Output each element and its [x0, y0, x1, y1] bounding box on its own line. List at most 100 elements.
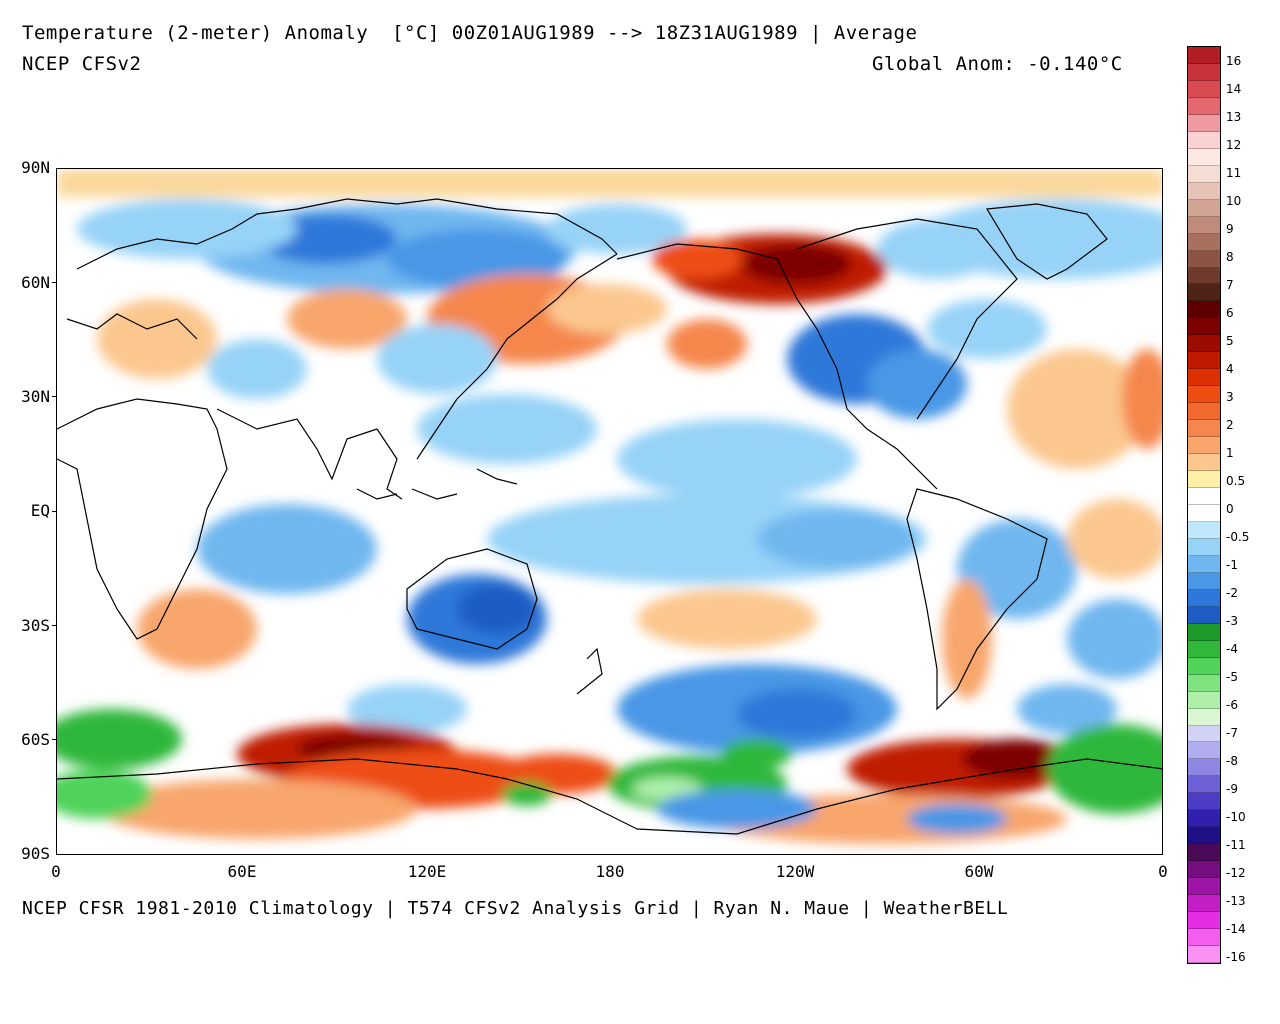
colorbar-cell [1188, 674, 1220, 692]
colorbar-cell [1188, 861, 1220, 879]
global-anomaly-value: Global Anom: -0.140°C [872, 53, 1123, 75]
colorbar-label: -12 [1226, 866, 1246, 880]
colorbar-cell [1188, 895, 1220, 913]
colorbar-label: -5 [1226, 670, 1238, 684]
anomaly-map [56, 168, 1163, 855]
colorbar-cell [1188, 878, 1220, 896]
colorbar-label: -8 [1226, 754, 1238, 768]
colorbar-label: -3 [1226, 614, 1238, 628]
colorbar-cell [1188, 505, 1220, 522]
colorbar-label: 0 [1226, 502, 1234, 516]
colorbar-cell [1188, 386, 1220, 404]
colorbar-label: -14 [1226, 922, 1246, 936]
tick-lat-60s [52, 739, 57, 740]
colorbar-label: 1 [1226, 446, 1234, 460]
colorbar-label: -10 [1226, 810, 1246, 824]
colorbar-cell [1188, 216, 1220, 234]
colorbar-cell [1188, 742, 1220, 760]
tick-lat-60n [52, 282, 57, 283]
lon-label-0-east: 0 [1158, 862, 1168, 881]
colorbar-cell [1188, 420, 1220, 438]
colorbar-label: -13 [1226, 894, 1246, 908]
colorbar-cell [1188, 521, 1220, 539]
colorbar-cell [1188, 725, 1220, 743]
colorbar-label: -2 [1226, 586, 1238, 600]
colorbar-cell [1188, 47, 1220, 64]
colorbar-cell [1188, 657, 1220, 675]
lat-label-60n: 60N [21, 273, 50, 292]
map-title: Temperature (2-meter) Anomaly [°C] 00Z01… [22, 22, 918, 44]
colorbar-label: 16 [1226, 54, 1242, 68]
footer-credit: NCEP CFSR 1981-2010 Climatology | T574 C… [22, 898, 1009, 919]
colorbar-cell [1188, 454, 1220, 472]
colorbar-label: 3 [1226, 390, 1234, 404]
colorbar-label: -6 [1226, 698, 1238, 712]
lat-label-90s: 90S [21, 844, 50, 863]
colorbar [1187, 46, 1221, 964]
colorbar-cell [1188, 335, 1220, 353]
colorbar-label: -1 [1226, 558, 1238, 572]
colorbar-label: 6 [1226, 306, 1234, 320]
lat-label-30n: 30N [21, 387, 50, 406]
colorbar-cell [1188, 403, 1220, 421]
colorbar-cell [1188, 250, 1220, 268]
colorbar-cell [1188, 606, 1220, 624]
tick-lat-30n [52, 396, 57, 397]
colorbar-cell [1188, 776, 1220, 794]
colorbar-cell [1188, 284, 1220, 302]
colorbar-cell [1188, 63, 1220, 81]
lat-label-60s: 60S [21, 730, 50, 749]
coastlines [57, 198, 1162, 835]
colorbar-cell [1188, 691, 1220, 709]
colorbar-label: -0.5 [1226, 530, 1250, 544]
colorbar-label: 0.5 [1226, 474, 1246, 488]
colorbar-label: 2 [1226, 418, 1234, 432]
colorbar-cell [1188, 471, 1220, 489]
colorbar-label: 8 [1226, 250, 1234, 264]
colorbar-cell [1188, 810, 1220, 828]
tick-lat-30s [52, 625, 57, 626]
colorbar-cell [1188, 233, 1220, 251]
colorbar-label: 13 [1226, 110, 1242, 124]
colorbar-cell [1188, 114, 1220, 132]
colorbar-cell [1188, 182, 1220, 200]
lat-label-90n: 90N [21, 158, 50, 177]
colorbar-cell [1188, 437, 1220, 455]
colorbar-cell [1188, 946, 1220, 963]
colorbar-label: 12 [1226, 138, 1242, 152]
colorbar-label: 5 [1226, 334, 1234, 348]
lat-label-30s: 30S [21, 616, 50, 635]
colorbar-cell [1188, 844, 1220, 862]
colorbar-cell [1188, 301, 1220, 319]
colorbar-label: -9 [1226, 782, 1238, 796]
colorbar-cell [1188, 589, 1220, 607]
colorbar-cell [1188, 131, 1220, 149]
colorbar-label: -7 [1226, 726, 1238, 740]
colorbar-label: 9 [1226, 222, 1234, 236]
colorbar-label: -4 [1226, 642, 1238, 656]
colorbar-label: 7 [1226, 278, 1234, 292]
colorbar-label: 14 [1226, 82, 1242, 96]
colorbar-cell [1188, 267, 1220, 285]
colorbar-label: 11 [1226, 166, 1242, 180]
colorbar-cell [1188, 318, 1220, 336]
lon-label-120e: 120E [407, 862, 447, 881]
colorbar-cell [1188, 759, 1220, 777]
anomaly-field [57, 169, 1162, 844]
model-name: NCEP CFSv2 [22, 53, 142, 75]
colorbar-cell [1188, 538, 1220, 556]
colorbar-label: -16 [1226, 950, 1246, 964]
colorbar-cell [1188, 148, 1220, 166]
lat-label-eq: EQ [30, 501, 50, 520]
colorbar-label: 10 [1226, 194, 1242, 208]
colorbar-label: 4 [1226, 362, 1234, 376]
colorbar-cell [1188, 369, 1220, 387]
colorbar-cell [1188, 912, 1220, 930]
colorbar-cell [1188, 488, 1220, 505]
colorbar-cell [1188, 555, 1220, 573]
colorbar-cell [1188, 352, 1220, 370]
colorbar-cell [1188, 929, 1220, 947]
lon-label-120w: 120W [775, 862, 815, 881]
anomaly-blobs [57, 169, 1162, 844]
colorbar-cell [1188, 199, 1220, 217]
